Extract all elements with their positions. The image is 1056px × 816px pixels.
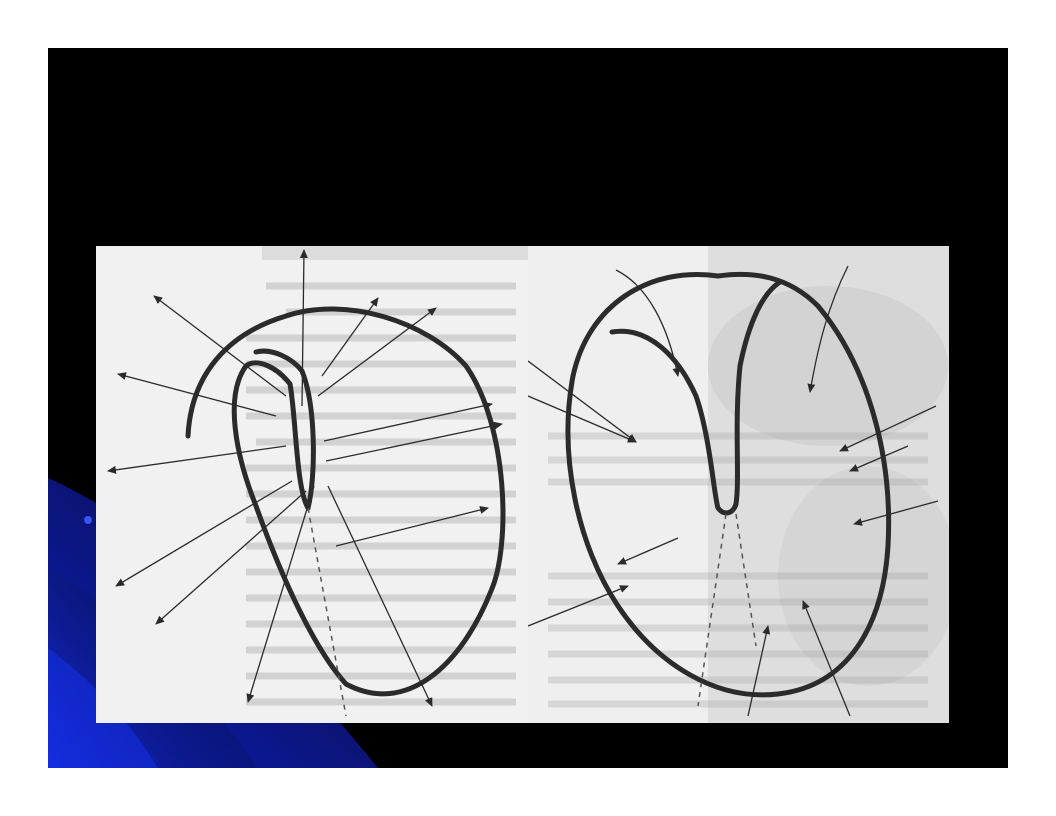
background-photo-texture — [528, 246, 949, 723]
left-outline — [185, 306, 506, 697]
left-diagram — [107, 246, 528, 717]
left-arrows — [107, 249, 503, 707]
bullet-dot — [84, 516, 92, 524]
dashed-guide-line — [697, 513, 727, 707]
left-diagram-panel — [96, 246, 528, 723]
dashed-guide-line-2 — [735, 513, 757, 647]
background-text-lines — [548, 432, 928, 708]
right-arrows — [528, 265, 939, 717]
right-diagram — [528, 246, 949, 723]
right-outline — [565, 271, 892, 698]
slide — [48, 48, 1008, 768]
background-text-lines — [246, 282, 516, 706]
right-diagram-panel — [528, 246, 949, 723]
dashed-guide-line — [307, 507, 347, 717]
